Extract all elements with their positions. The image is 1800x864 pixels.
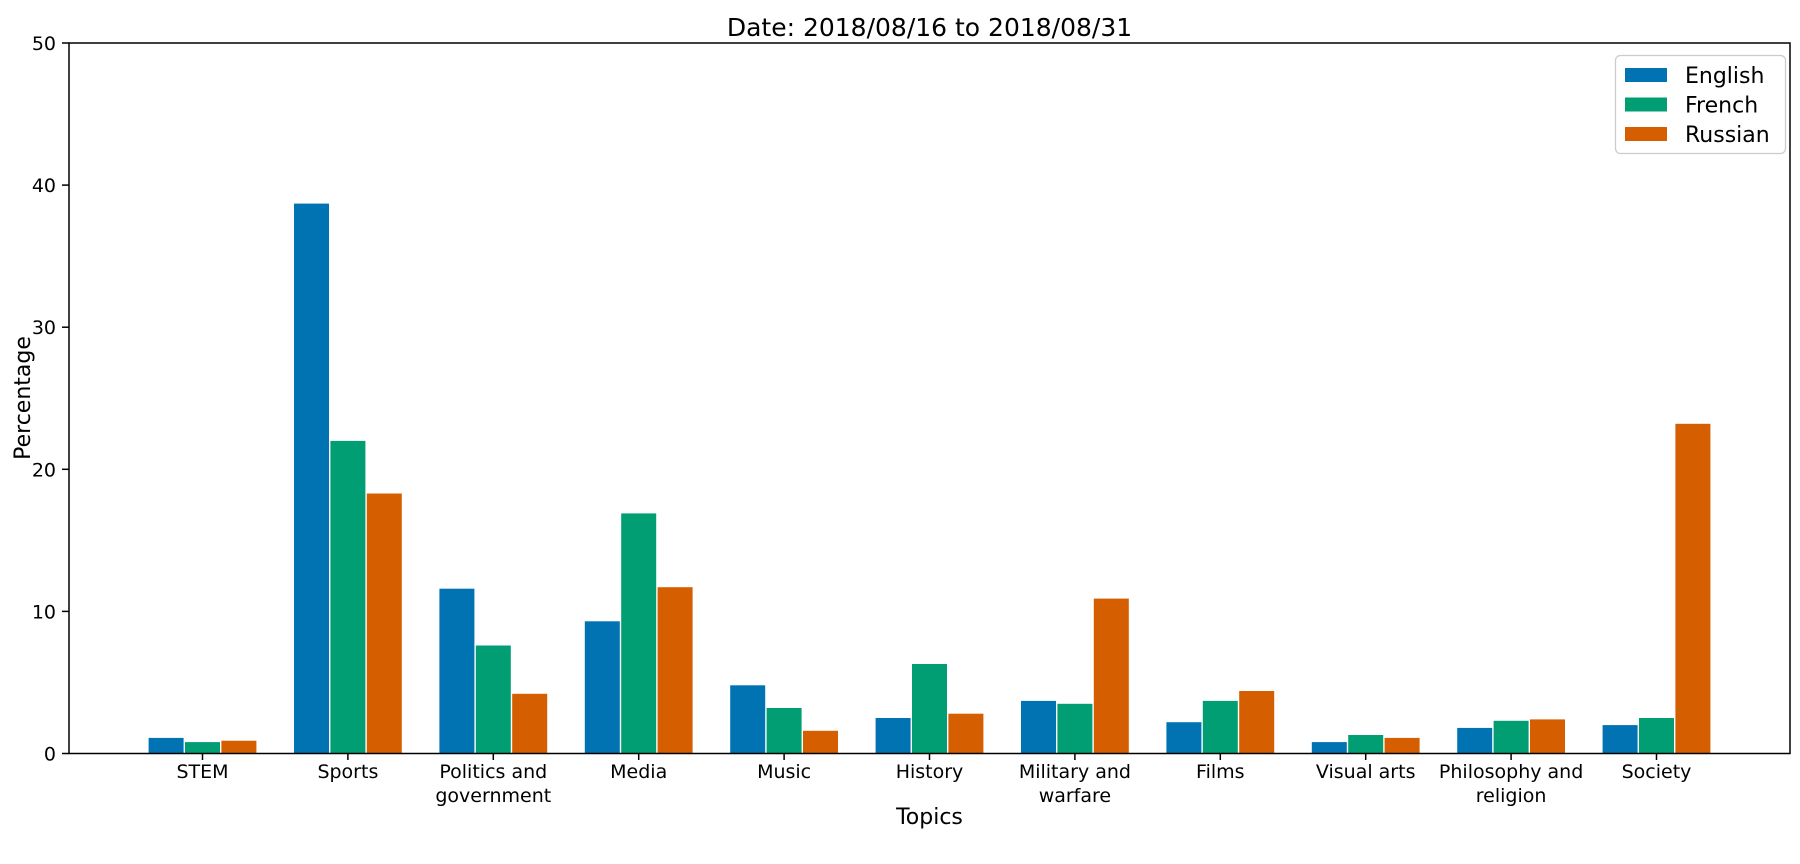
bar-french-music — [766, 708, 802, 754]
legend: English French Russian — [1614, 54, 1787, 155]
x-tick-label-philosophy-and-religion-line2: religion — [1476, 785, 1547, 807]
bar-russian-stem — [221, 740, 257, 754]
bars-layer — [148, 203, 1711, 754]
bar-russian-music — [803, 730, 838, 754]
x-tick-label-sports: Sports — [317, 761, 378, 783]
bar-french-stem — [185, 742, 220, 754]
bar-english-music — [730, 685, 766, 754]
y-tick-label-10: 10 — [32, 601, 56, 623]
bar-english-media — [584, 621, 620, 754]
x-tick-label-stem: STEM — [176, 761, 228, 783]
x-tick-label-politics-and-government-line1: Politics and — [439, 761, 547, 783]
y-tick-label-0: 0 — [44, 744, 56, 766]
bar-french-military-and-warfare — [1057, 703, 1093, 754]
y-axis-ticks: 0 10 20 30 40 50 — [32, 33, 69, 766]
bar-english-society — [1602, 725, 1638, 754]
bar-french-sports — [330, 440, 366, 754]
x-tick-label-visual-arts: Visual arts — [1316, 761, 1416, 783]
x-tick-label-history: History — [896, 761, 964, 783]
x-tick-label-military-and-warfare-line1: Military and — [1019, 761, 1131, 783]
bar-russian-films — [1239, 691, 1275, 754]
bar-russian-media — [657, 587, 693, 754]
bar-russian-philosophy-and-religion — [1530, 719, 1565, 754]
chart-title: Date: 2018/08/16 to 2018/08/31 — [727, 13, 1132, 42]
x-tick-label-media: Media — [610, 761, 667, 783]
x-axis-label: Topics — [895, 805, 963, 830]
y-tick-label-40: 40 — [32, 175, 56, 197]
bar-english-philosophy-and-religion — [1457, 727, 1493, 754]
bar-french-history — [912, 664, 947, 754]
y-tick-label-20: 20 — [32, 459, 56, 481]
y-axis-label: Percentage — [11, 336, 36, 460]
bar-english-visual-arts — [1311, 742, 1347, 754]
bar-russian-visual-arts — [1384, 737, 1420, 754]
bar-russian-military-and-warfare — [1093, 598, 1129, 754]
bar-english-military-and-warfare — [1021, 700, 1056, 754]
bar-russian-sports — [366, 493, 402, 754]
x-tick-label-philosophy-and-religion-line1: Philosophy and — [1439, 761, 1583, 783]
bar-french-society — [1639, 718, 1674, 754]
legend-swatch-french — [1625, 97, 1667, 112]
bar-english-stem — [148, 737, 184, 754]
bar-french-politics-and-government — [475, 645, 511, 754]
bar-french-films — [1202, 700, 1238, 754]
bar-russian-society — [1675, 423, 1711, 754]
y-tick-label-50: 50 — [32, 33, 56, 55]
bar-russian-history — [948, 713, 984, 754]
legend-label-russian: Russian — [1685, 123, 1770, 148]
x-tick-label-films: Films — [1196, 761, 1245, 783]
x-tick-label-society: Society — [1622, 761, 1692, 783]
bar-english-history — [875, 718, 911, 754]
bar-english-sports — [294, 203, 329, 754]
bar-english-films — [1166, 722, 1202, 754]
x-tick-label-music: Music — [757, 761, 811, 783]
bar-french-visual-arts — [1348, 735, 1384, 754]
legend-swatch-russian — [1625, 127, 1667, 141]
bar-russian-politics-and-government — [512, 693, 548, 754]
legend-swatch-english — [1625, 68, 1667, 82]
x-tick-label-politics-and-government-line2: government — [435, 785, 551, 807]
x-tick-label-military-and-warfare-line2: warfare — [1039, 785, 1111, 807]
legend-rows: English French Russian — [1625, 64, 1770, 148]
bar-english-politics-and-government — [439, 588, 475, 754]
bar-french-media — [621, 513, 657, 754]
legend-label-english: English — [1685, 64, 1764, 89]
y-tick-label-30: 30 — [32, 317, 56, 339]
bar-french-philosophy-and-religion — [1493, 720, 1529, 754]
legend-label-french: French — [1685, 94, 1758, 119]
